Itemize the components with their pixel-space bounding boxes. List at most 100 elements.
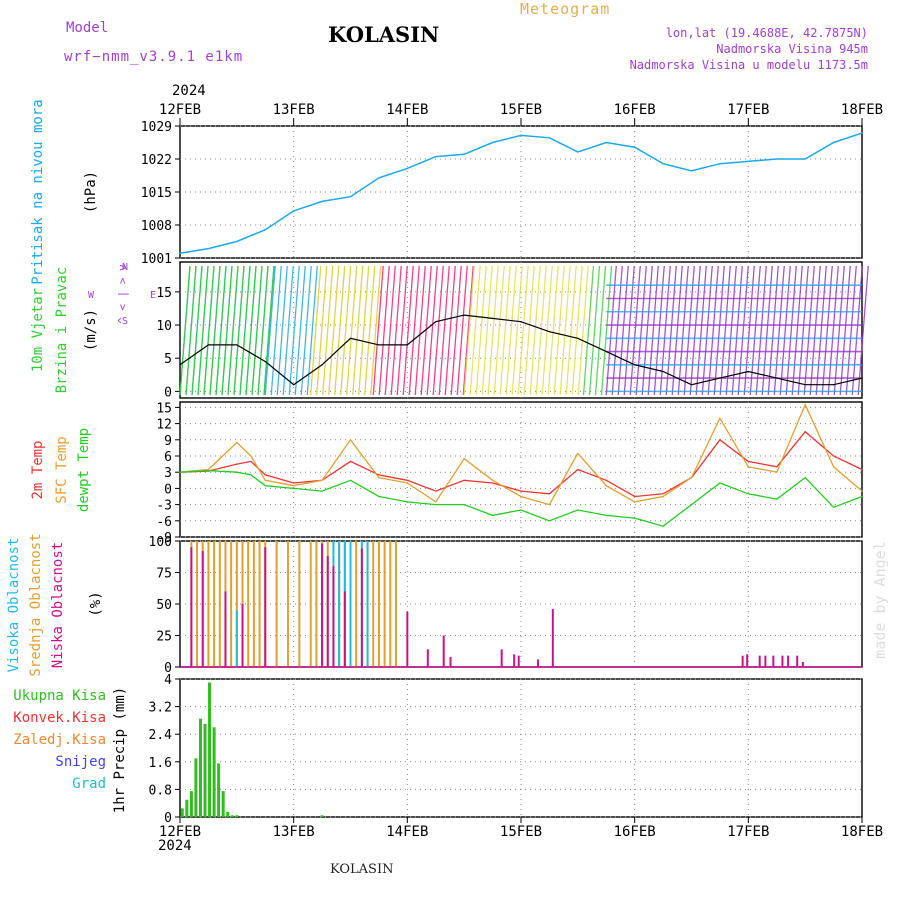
wind-barb xyxy=(197,265,209,396)
x-tick-bottom-17FEB: 17FEB xyxy=(727,824,769,840)
temp-line-0-point xyxy=(264,474,266,476)
elevation-label: Nadmorska Visina 945m xyxy=(716,42,868,56)
wind-barb xyxy=(334,265,346,396)
temp-line-1 xyxy=(179,403,863,506)
wind-barb xyxy=(257,265,269,396)
pressure-line-point xyxy=(321,200,323,203)
temp-line-0-point xyxy=(491,482,494,484)
temp-line-0-point xyxy=(804,431,806,433)
temp-line-1-point xyxy=(605,485,607,487)
temp-line-2-point xyxy=(747,493,749,495)
wind-speed-line-point xyxy=(577,337,579,339)
wind-barb xyxy=(493,265,505,396)
precip-bar xyxy=(217,763,221,817)
wind-barb xyxy=(209,265,221,396)
precip-bar xyxy=(203,723,207,817)
wind-barb xyxy=(529,265,541,396)
wind-speed-line-point xyxy=(463,314,465,316)
wind-barb xyxy=(426,265,438,396)
y-tick-label: 3 xyxy=(164,466,172,481)
wind-speed-line-point xyxy=(548,331,551,333)
temp-line-0-point xyxy=(719,439,721,441)
temp-line-0-point xyxy=(250,460,252,462)
wind-barb xyxy=(328,265,340,396)
wind-barb xyxy=(203,265,215,396)
temp-line-0-point xyxy=(776,466,778,468)
wind-barb xyxy=(623,265,635,396)
wind-barb xyxy=(767,265,779,396)
model-label: Model xyxy=(66,20,109,36)
temp-line-1-point xyxy=(250,455,252,457)
x-tick-bottom-15FEB: 15FEB xyxy=(500,824,542,840)
wind-barb xyxy=(523,265,535,396)
temp-line-2-point xyxy=(293,487,295,489)
wind-barb xyxy=(695,265,707,396)
wind-barb xyxy=(611,265,623,396)
wind-speed-line-point xyxy=(634,364,636,366)
wind-barb xyxy=(432,265,444,396)
wind-speed-line-point xyxy=(406,344,408,346)
precip-legend-1: Konvek.Kisa xyxy=(13,710,106,726)
wind-speed-line-point xyxy=(264,360,266,363)
wind-barb xyxy=(264,265,276,396)
temp-line-0-point xyxy=(548,493,551,495)
y-tick-label: 0 xyxy=(164,811,172,826)
temp-line-2-point xyxy=(832,506,835,508)
temp-line-2-point xyxy=(690,504,693,506)
precip-legend-2: Zaledj.Kisa xyxy=(13,732,106,748)
y-tick-label: 0.8 xyxy=(149,783,172,798)
temp-line-2-point xyxy=(861,495,863,498)
wind-barb xyxy=(785,265,797,396)
wind-barb xyxy=(282,265,294,396)
credit-label: made by Angel xyxy=(871,541,889,658)
temp-line-2-point xyxy=(378,495,380,498)
x-tick-top-17FEB: 17FEB xyxy=(727,102,769,118)
x-tick-bottom-14FEB: 14FEB xyxy=(386,824,428,840)
wind-barb xyxy=(372,265,384,396)
wind-barb xyxy=(857,265,869,396)
pressure-line-point xyxy=(577,151,579,153)
x-tick-top-15FEB: 15FEB xyxy=(500,102,542,118)
wind-barb xyxy=(659,265,671,396)
wind-speed-line-point xyxy=(662,370,664,373)
y-tick-label: 1022 xyxy=(141,153,172,168)
wind-barb xyxy=(288,265,300,396)
temp-line-1-point xyxy=(577,452,579,454)
wind-compass-s: S xyxy=(122,316,128,327)
wind-barb xyxy=(227,265,239,396)
wind-barb xyxy=(845,265,857,396)
temp-line-1-point xyxy=(321,479,323,481)
pressure-line-point xyxy=(406,167,408,170)
temp-line-2-point xyxy=(435,504,437,506)
wind-speed-line-point xyxy=(236,344,238,346)
wind-barb xyxy=(270,265,282,396)
wind-barb xyxy=(677,265,689,396)
wind-barb xyxy=(450,265,462,396)
wind-barb xyxy=(731,265,743,396)
wind-barb xyxy=(594,265,607,396)
cloud-label-3: Niska Oblacnost xyxy=(50,542,66,668)
wind-barb xyxy=(577,265,589,396)
pressure-line-point xyxy=(832,141,835,144)
pressure-line-point xyxy=(747,160,749,162)
y-tick-label: 10 xyxy=(156,319,172,334)
temp-line-2-point xyxy=(662,525,664,527)
precip-bar xyxy=(226,811,230,817)
pressure-line-point xyxy=(548,137,551,139)
precip-bar xyxy=(208,682,212,817)
lonlat-label: lon,lat (19.4688E, 42.7875N) xyxy=(665,26,868,40)
y-tick-label: 15 xyxy=(156,401,172,416)
y-tick-label: 1008 xyxy=(141,219,172,234)
wind-speed-line-point xyxy=(491,317,494,319)
temp-line-0-point xyxy=(349,460,352,462)
y-tick-label: 100 xyxy=(149,535,172,550)
temp-line-1-point xyxy=(747,466,749,468)
pressure-line-point xyxy=(179,252,181,254)
wind-speed-line-point xyxy=(207,344,210,346)
pressure-line-point xyxy=(662,163,664,165)
wind-barb xyxy=(469,265,481,396)
wind-barb xyxy=(396,265,408,396)
wind-speed-line-point xyxy=(605,350,607,353)
pressure-line-point xyxy=(719,163,721,165)
wind-barb xyxy=(300,265,312,396)
